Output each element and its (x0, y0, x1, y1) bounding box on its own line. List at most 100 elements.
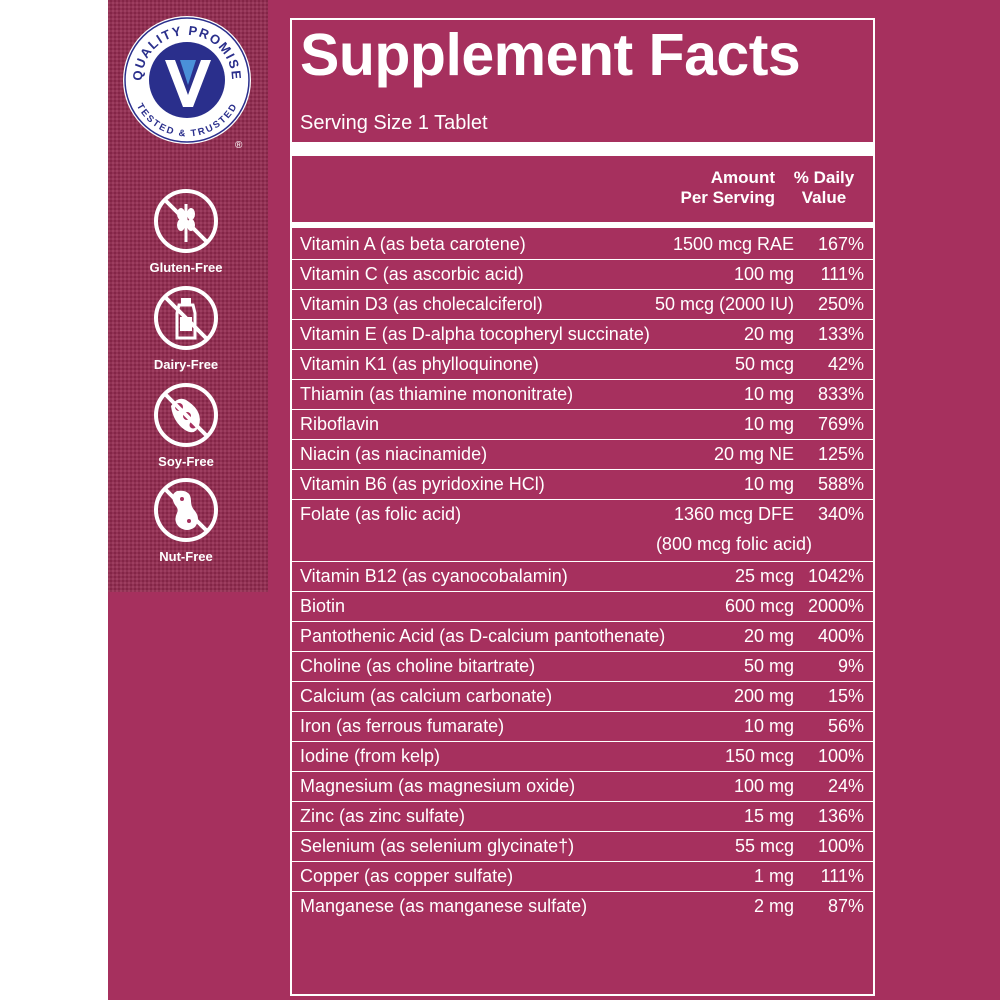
table-row: Copper (as copper sulfate) 1 mg 111% (291, 862, 874, 892)
thick-divider (291, 142, 874, 156)
amount-header: Amount Per Serving (655, 168, 776, 208)
registered-mark: ® (235, 140, 243, 151)
nutrient-name: Iodine (from kelp) (300, 746, 441, 766)
nutrient-name: Vitamin K1 (as phylloquinone) (300, 354, 539, 374)
amount-header-line2: Per Serving (680, 188, 776, 207)
gluten-free-badge: Gluten-Free (126, 186, 246, 275)
nutrient-amount: 10 mg (743, 414, 794, 434)
table-row: Pantothenic Acid (as D-calcium pantothen… (291, 622, 874, 652)
table-row: Vitamin A (as beta carotene) 1500 mcg RAE… (291, 230, 874, 260)
table-row: Thiamin (as thiamine mononitrate) 10 mg 83… (291, 380, 874, 410)
soy-free-badge: Soy-Free (126, 380, 246, 469)
nutrient-amount: 100 mg (733, 776, 794, 796)
nutrient-daily-value: 833% (817, 384, 864, 404)
supplement-facts-border (290, 18, 875, 996)
nutrient-name: Choline (as choline bitartrate) (300, 656, 536, 676)
nutrient-amount: 50 mcg (2000 IU) (654, 294, 794, 314)
table-row: Vitamin E (as D-alpha tocopheryl succina… (291, 320, 874, 350)
nutrient-amount: 100 mg (733, 264, 794, 284)
table-row: Choline (as choline bitartrate) 50 mg 9% (291, 652, 874, 682)
nutrient-amount: 50 mg (743, 656, 794, 676)
nutrient-amount: 10 mg (743, 474, 794, 494)
nutrient-table: Vitamin A (as beta carotene) 1500 mcg RAE… (291, 230, 874, 922)
daily-value-header-line2: Value (801, 188, 847, 207)
nutrient-name: Folate (as folic acid) (300, 504, 462, 524)
nutrient-amount: 1 mg (753, 866, 794, 886)
milk-bottle-crossed-icon (154, 286, 218, 350)
nut-free-label: Nut-Free (159, 549, 213, 564)
nutrient-amount: 10 mg (743, 716, 794, 736)
nutrient-daily-value: 9% (837, 656, 864, 676)
nutrient-name: Iron (as ferrous fumarate) (300, 716, 505, 736)
nutrient-daily-value: 111% (820, 264, 864, 284)
dairy-free-badge: Dairy-Free (126, 283, 246, 372)
nutrient-name: Calcium (as calcium carbonate) (300, 686, 553, 706)
soybean-crossed-icon (154, 383, 218, 447)
nutrient-daily-value: 42% (827, 354, 864, 374)
nutrient-name: Vitamin B12 (as cyanocobalamin) (300, 566, 568, 586)
wheat-crossed-icon (154, 189, 218, 253)
nutrient-amount: 10 mg (743, 384, 794, 404)
nutrient-daily-value: 769% (817, 414, 864, 434)
nutrient-name: Selenium (as selenium glycinate†) (300, 836, 575, 856)
nutrient-daily-value: 136% (817, 806, 864, 826)
nutrient-name: Copper (as copper sulfate) (300, 866, 514, 886)
nutrient-daily-value: 167% (817, 234, 864, 254)
nutrient-amount: 20 mg (743, 324, 794, 344)
nutrient-daily-value: 125% (817, 444, 864, 464)
nutrient-name: Vitamin C (as ascorbic acid) (300, 264, 524, 284)
nutrient-amount: 55 mcg (734, 836, 794, 856)
table-row: Vitamin C (as ascorbic acid) 100 mg 111% (291, 260, 874, 290)
nutrient-name: Manganese (as manganese sulfate) (300, 896, 588, 916)
nutrient-daily-value: 100% (817, 836, 864, 856)
nutrient-amount: 20 mg NE (713, 444, 794, 464)
table-row: Biotin 600 mcg 2000% (291, 592, 874, 622)
nutrient-name: Vitamin A (as beta carotene) (300, 234, 526, 254)
nutrient-amount: 50 mcg (734, 354, 794, 374)
table-row: Folate (as folic acid) 1360 mcg DFE 340% (8… (291, 500, 874, 562)
v-accent-shape (180, 60, 196, 85)
nutrient-daily-value: 56% (827, 716, 864, 736)
gluten-free-label: Gluten-Free (149, 260, 223, 275)
nutrient-daily-value: 87% (827, 896, 864, 916)
quality-promise-badge: QUALITY PROMISE TESTED & TRUSTED ® (117, 5, 257, 155)
nutrient-amount: 200 mg (733, 686, 794, 706)
nutrient-name: Thiamin (as thiamine mononitrate) (300, 384, 574, 404)
nutrient-name: Pantothenic Acid (as D-calcium pantothen… (300, 626, 666, 646)
nutrient-amount: 15 mg (743, 806, 794, 826)
nutrient-amount: 600 mcg (724, 596, 794, 616)
peanut-crossed-icon (154, 478, 218, 542)
soy-free-label: Soy-Free (158, 454, 214, 469)
quality-promise-badge-graphic: QUALITY PROMISE TESTED & TRUSTED ® (123, 16, 251, 151)
serving-size: Serving Size 1 Tablet (300, 112, 488, 134)
table-row: Vitamin B6 (as pyridoxine HCl) 10 mg 588% (291, 470, 874, 500)
nutrient-amount: 1360 mcg DFE (673, 504, 794, 524)
nutrient-daily-value: 2000% (807, 596, 864, 616)
amount-header-line1: Amount (710, 168, 775, 187)
nutrient-daily-value: 588% (817, 474, 864, 494)
nutrient-name: Magnesium (as magnesium oxide) (300, 776, 576, 796)
nutrient-name: Niacin (as niacinamide) (300, 444, 488, 464)
nutrient-sub-amount: (800 mcg folic acid) (655, 534, 812, 554)
nutrient-daily-value: 340% (817, 504, 864, 524)
nut-free-badge: Nut-Free (126, 475, 246, 564)
table-row: Zinc (as zinc sulfate) 15 mg 136% (291, 802, 874, 832)
table-row: Selenium (as selenium glycinate†) 55 mcg 1… (291, 832, 874, 862)
daily-value-header: % Daily Value (780, 168, 868, 208)
header-divider (291, 222, 874, 228)
table-row: Magnesium (as magnesium oxide) 100 mg 24% (291, 772, 874, 802)
nutrient-name: Vitamin B6 (as pyridoxine HCl) (300, 474, 545, 494)
nutrient-daily-value: 24% (827, 776, 864, 796)
nutrient-amount: 2 mg (753, 896, 794, 916)
table-row: Vitamin D3 (as cholecalciferol) 50 mcg (2… (291, 290, 874, 320)
nutrient-name: Riboflavin (300, 414, 380, 434)
table-row: Manganese (as manganese sulfate) 2 mg 87% (291, 892, 874, 922)
nutrient-daily-value: 250% (817, 294, 864, 314)
nutrient-name: Zinc (as zinc sulfate) (300, 806, 466, 826)
nutrient-amount: 20 mg (743, 626, 794, 646)
dairy-free-label: Dairy-Free (153, 357, 219, 372)
nutrient-daily-value: 400% (817, 626, 864, 646)
nutrient-daily-value: 133% (817, 324, 864, 344)
table-row: Niacin (as niacinamide) 20 mg NE 125% (291, 440, 874, 470)
nutrient-daily-value: 100% (817, 746, 864, 766)
